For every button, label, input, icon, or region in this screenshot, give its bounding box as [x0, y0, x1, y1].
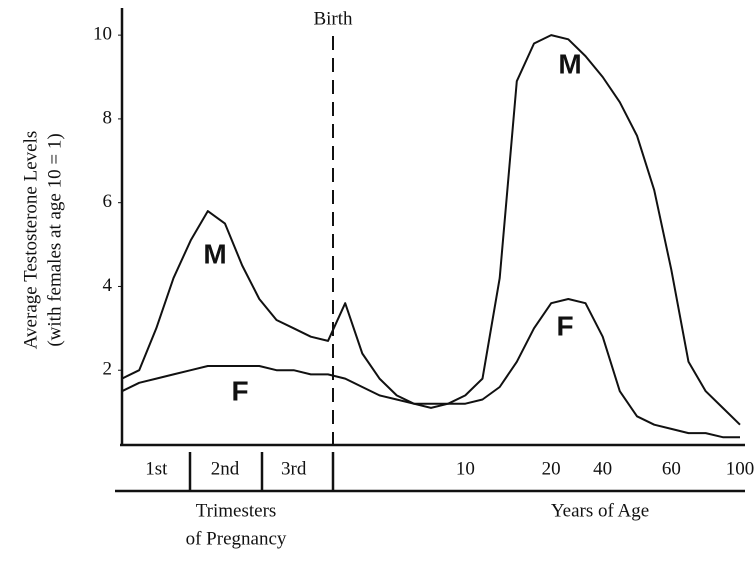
x-tick-label: 2nd: [211, 458, 240, 479]
x-tick-label: 40: [593, 458, 612, 479]
series-line: [121, 34, 741, 426]
series-label: M: [203, 238, 226, 269]
series-label: F: [231, 375, 248, 406]
y-label-line: Average Testosterone Levels: [20, 131, 41, 350]
series-label: M: [558, 48, 581, 79]
birth-label: Birth: [313, 8, 353, 29]
series-label: F: [556, 310, 573, 341]
y-tick-label: 2: [103, 359, 113, 380]
x-group-label: Years of Age: [551, 500, 649, 521]
x-group-label: Trimesters: [196, 500, 277, 521]
y-tick-label: 8: [103, 107, 113, 128]
y-tick-label: 4: [103, 275, 113, 296]
x-group-label: of Pregnancy: [186, 528, 287, 549]
x-tick-label: 1st: [145, 458, 168, 479]
x-tick-label: 100: [726, 458, 755, 479]
x-tick-label: 60: [662, 458, 681, 479]
y-tick-label: 6: [103, 191, 113, 212]
x-tick-label: 3rd: [281, 458, 307, 479]
series-line: [121, 298, 740, 439]
y-label-line: (with females at age 10 = 1): [44, 133, 65, 346]
x-tick-label: 10: [456, 458, 475, 479]
x-tick-label: 20: [542, 458, 561, 479]
y-axis-label: Average Testosterone Levels (with female…: [20, 131, 65, 350]
y-tick-label: 10: [93, 23, 112, 44]
